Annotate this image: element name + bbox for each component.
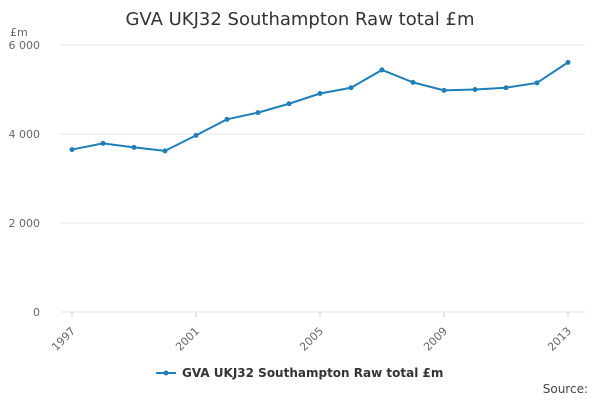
data-point[interactable]: [348, 85, 354, 91]
x-tick-label: 1997: [49, 325, 78, 354]
x-tick-label: 2013: [545, 325, 574, 354]
data-point[interactable]: [69, 147, 75, 153]
y-tick-label: 4 000: [9, 128, 41, 141]
data-point[interactable]: [162, 148, 168, 154]
data-point[interactable]: [131, 144, 137, 150]
data-point[interactable]: [286, 101, 292, 107]
y-axis-unit-label: £m: [10, 26, 28, 39]
gridlines: [60, 44, 585, 313]
data-point[interactable]: [317, 91, 323, 97]
y-tick-label: 2 000: [9, 217, 41, 230]
data-point[interactable]: [379, 67, 385, 73]
y-tick-label: 0: [33, 306, 40, 319]
data-point[interactable]: [565, 59, 571, 65]
chart-title: GVA UKJ32 Southampton Raw total £m: [125, 9, 474, 30]
source-label: Source:: [543, 382, 588, 396]
legend-label: GVA UKJ32 Southampton Raw total £m: [182, 366, 443, 380]
series-line: [71, 61, 569, 152]
data-point[interactable]: [193, 132, 199, 138]
data-point[interactable]: [534, 80, 540, 86]
data-point[interactable]: [100, 140, 106, 146]
data-point[interactable]: [224, 116, 230, 122]
data-point[interactable]: [255, 110, 261, 116]
legend[interactable]: GVA UKJ32 Southampton Raw total £m: [156, 366, 443, 380]
x-axis-ticks: 1997 2001 2005 2009 2013: [49, 312, 574, 354]
series-layer: [69, 59, 571, 154]
x-tick-label: 2001: [173, 325, 202, 354]
data-point[interactable]: [472, 87, 478, 92]
data-point[interactable]: [441, 87, 447, 93]
data-point[interactable]: [503, 85, 509, 91]
y-axis-ticks: 0 2 000 4 000 6 000: [9, 39, 41, 319]
x-tick-label: 2009: [421, 325, 450, 354]
x-tick-label: 2005: [297, 325, 326, 354]
y-tick-label: 6 000: [9, 39, 41, 52]
data-point[interactable]: [410, 79, 416, 85]
legend-point-marker: [163, 370, 169, 376]
